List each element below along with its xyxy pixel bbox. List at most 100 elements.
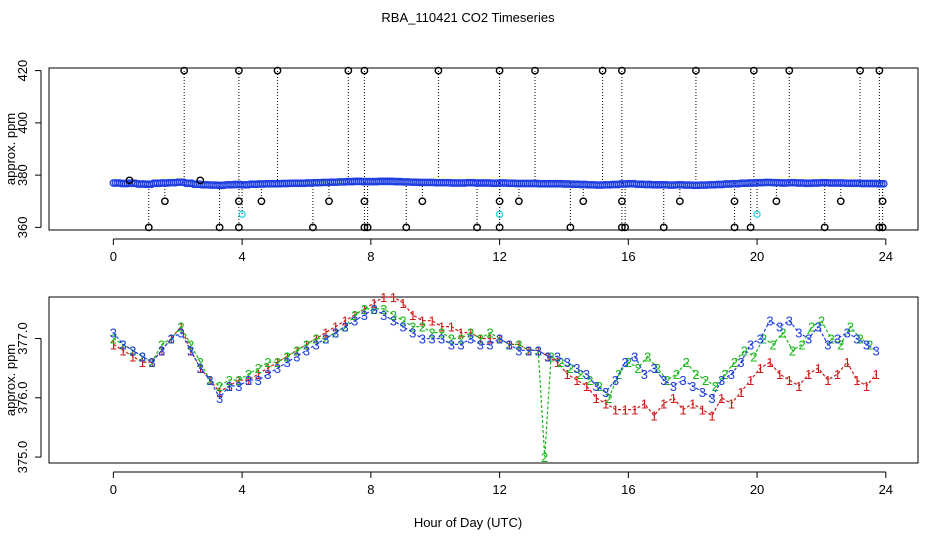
series-3-point: 3 [351, 314, 358, 329]
series-1-point: 1 [834, 367, 841, 382]
top-y-tick-label: 400 [15, 112, 30, 134]
extreme-point [875, 66, 884, 75]
series-2-point: 2 [158, 337, 165, 352]
series-3-point: 3 [110, 326, 117, 341]
series-3-point: 3 [361, 308, 368, 323]
series-3-point: 3 [824, 337, 831, 352]
series-2-point: 2 [605, 391, 612, 406]
series-3-point: 3 [467, 332, 474, 347]
extreme-point [125, 176, 134, 185]
extreme-point [495, 66, 504, 75]
series-2-point: 2 [789, 343, 796, 358]
series-1-point: 1 [274, 355, 281, 370]
extreme-point [257, 197, 266, 206]
extreme-point [836, 197, 845, 206]
extreme-point [621, 223, 630, 232]
series-2-point: 2 [284, 349, 291, 364]
series-2-point: 2 [380, 302, 387, 317]
series-1-point: 1 [245, 373, 252, 388]
series-3-point: 3 [679, 373, 686, 388]
series-3-point: 3 [399, 320, 406, 335]
series-2-point: 2 [139, 349, 146, 364]
series-2-point: 2 [361, 302, 368, 317]
series-1-point: 1 [380, 290, 387, 305]
series-3-point: 3 [216, 391, 223, 406]
series-1-point: 1 [815, 361, 822, 376]
top-x-tick-label: 0 [110, 249, 117, 264]
extreme-point [495, 197, 504, 206]
series-1-point: 1 [341, 314, 348, 329]
series-3-point: 3 [631, 349, 638, 364]
extreme-point [180, 66, 189, 75]
series-1-point: 1 [467, 326, 474, 341]
top-x-tick-label: 20 [750, 249, 764, 264]
series-1-point: 1 [448, 320, 455, 335]
series-1-point: 1 [873, 367, 880, 382]
bottom-x-tick-label: 12 [492, 482, 506, 497]
extreme-point [434, 66, 443, 75]
series-3-point: 3 [332, 326, 339, 341]
series-1-point: 1 [313, 332, 320, 347]
series-2-point: 2 [576, 367, 583, 382]
series-1-line [113, 296, 877, 417]
series-1-point: 1 [641, 397, 648, 412]
series-1-point: 1 [284, 349, 291, 364]
extreme-point [785, 66, 794, 75]
series-3-point: 3 [506, 337, 513, 352]
series-2-point: 2 [457, 332, 464, 347]
series-2-point: 2 [399, 314, 406, 329]
top-panel: approx. ppm 0 4 8 12 16 20 24 360 380 400 420 [3, 60, 919, 264]
bottom-y-tick-label: 375.0 [15, 441, 30, 474]
top-y-tick-label: 420 [15, 60, 30, 82]
series-1-point: 1 [110, 337, 117, 352]
extreme-point [878, 223, 887, 232]
series-2-point: 2 [235, 373, 242, 388]
series-1-point: 1 [747, 373, 754, 388]
series-1-point: 1 [766, 355, 773, 370]
series-3-point: 3 [515, 343, 522, 358]
series-3-point: 3 [187, 343, 194, 358]
series-2-point: 2 [721, 367, 728, 382]
extreme-point [746, 223, 755, 232]
series-3-point: 3 [554, 349, 561, 364]
series-2-point: 2 [216, 379, 223, 394]
series-3-point: 3 [457, 337, 464, 352]
series-3-point: 3 [766, 314, 773, 329]
series-3-point: 3 [583, 367, 590, 382]
series-1-point: 1 [139, 355, 146, 370]
top-x-tick-label: 24 [879, 249, 893, 264]
extreme-point [772, 197, 781, 206]
bottom-x-tick-label: 8 [367, 482, 374, 497]
series-2-point: 2 [486, 326, 493, 341]
bottom-x-tick-label: 0 [110, 482, 117, 497]
series-2-point: 2 [799, 337, 806, 352]
series-2-point: 2 [409, 320, 416, 335]
extreme-point [566, 223, 575, 232]
series-2-point: 2 [541, 450, 548, 465]
series-2-point: 2 [731, 355, 738, 370]
series-2-point: 2 [808, 320, 815, 335]
series-3-point: 3 [728, 367, 735, 382]
series-1-point: 1 [332, 320, 339, 335]
extreme-point [325, 197, 333, 206]
series-2-point: 2 [634, 361, 641, 376]
series-1-point: 1 [216, 385, 223, 400]
series-1-point: 1 [863, 379, 870, 394]
series-3-point: 3 [448, 337, 455, 352]
extreme-point [875, 223, 884, 232]
series-2-point: 2 [760, 332, 767, 347]
series-2-point: 2 [692, 367, 699, 382]
series-2-point: 2 [255, 361, 262, 376]
series-1-point: 1 [824, 373, 831, 388]
extreme-point [730, 197, 739, 206]
series-2-point: 2 [496, 332, 503, 347]
series-1-point: 1 [844, 355, 851, 370]
series-3-point: 3 [650, 361, 657, 376]
series-3-point: 3 [612, 373, 619, 388]
series-1-point: 1 [419, 314, 426, 329]
series-1-point: 1 [264, 361, 271, 376]
series-3-point: 3 [264, 367, 271, 382]
